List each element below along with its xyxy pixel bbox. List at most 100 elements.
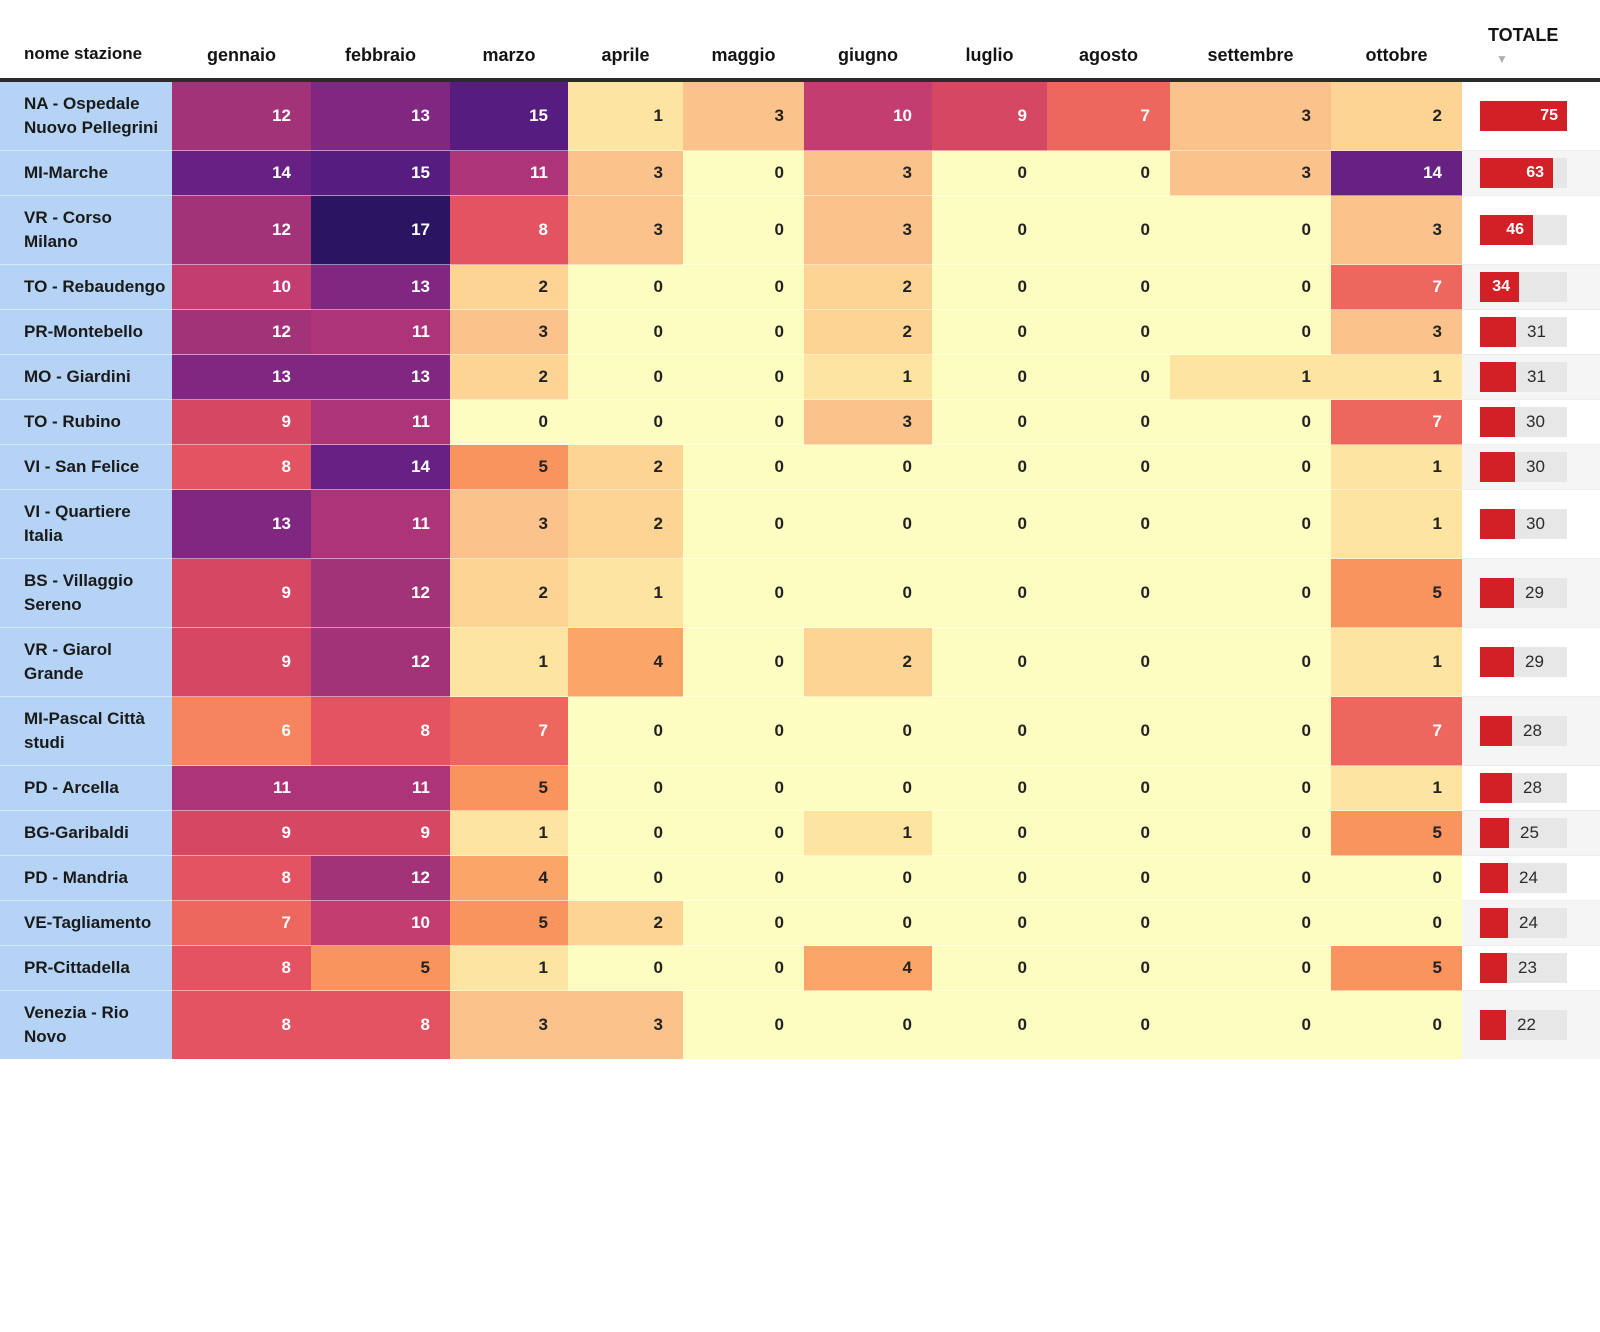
heatmap-cell-giugno: 10 <box>804 79 932 151</box>
heatmap-cell-gennaio: 6 <box>172 696 311 766</box>
totale-cell: 28 <box>1462 696 1600 766</box>
month-header-ottobre[interactable]: ottobre <box>1331 0 1462 82</box>
heatmap-cell-febbraio: 8 <box>311 696 450 766</box>
heatmap-cell-ottobre: 3 <box>1331 195 1462 265</box>
heatmap-cell-aprile: 3 <box>568 990 683 1059</box>
totale-cell: 46 <box>1462 195 1600 265</box>
heatmap-cell-ottobre: 5 <box>1331 810 1462 856</box>
heatmap-cell-ottobre: 1 <box>1331 489 1462 559</box>
heatmap-cell-giugno: 3 <box>804 150 932 196</box>
heatmap-cell-aprile: 3 <box>568 150 683 196</box>
total-bar <box>1480 647 1514 677</box>
heatmap-cell-luglio: 0 <box>932 489 1047 559</box>
heatmap-cell-febbraio: 13 <box>311 264 450 310</box>
totale-cell: 31 <box>1462 354 1600 400</box>
month-header-settembre[interactable]: settembre <box>1170 0 1331 82</box>
heatmap-cell-settembre: 0 <box>1170 765 1331 811</box>
totale-cell: 30 <box>1462 444 1600 490</box>
month-header-aprile[interactable]: aprile <box>568 0 683 82</box>
total-bar: 63 <box>1480 158 1553 188</box>
totale-cell: 28 <box>1462 765 1600 811</box>
table-row: BS - Villaggio Sereno 9 12 2 1 0 0 0 0 0 5 29 <box>0 558 1600 628</box>
station-name-cell: BS - Villaggio Sereno <box>0 558 172 628</box>
total-bar-track: 23 <box>1480 953 1567 983</box>
table-row: TO - Rubino 9 11 0 0 0 3 0 0 0 7 30 <box>0 399 1600 445</box>
heatmap-cell-giugno: 0 <box>804 855 932 901</box>
total-value-label: 31 <box>1527 322 1546 341</box>
month-header-febbraio[interactable]: febbraio <box>311 0 450 82</box>
heatmap-cell-settembre: 0 <box>1170 627 1331 697</box>
total-bar-track: 29 <box>1480 578 1567 608</box>
totale-cell: 30 <box>1462 399 1600 445</box>
total-value-label: 29 <box>1525 652 1544 671</box>
heatmap-cell-marzo: 0 <box>450 399 568 445</box>
month-header-maggio[interactable]: maggio <box>683 0 804 82</box>
station-name-cell: TO - Rubino <box>0 399 172 445</box>
station-name-cell: PD - Arcella <box>0 765 172 811</box>
total-value-label: 22 <box>1517 1015 1536 1034</box>
heatmap-cell-maggio: 0 <box>683 195 804 265</box>
heatmap-cell-marzo: 1 <box>450 810 568 856</box>
total-bar <box>1480 578 1514 608</box>
heatmap-cell-marzo: 2 <box>450 264 568 310</box>
totale-cell: 63 <box>1462 150 1600 196</box>
heatmap-cell-agosto: 0 <box>1047 444 1170 490</box>
table-row: Venezia - Rio Novo 8 8 3 3 0 0 0 0 0 0 22 <box>0 990 1600 1059</box>
totale-cell: 31 <box>1462 309 1600 355</box>
total-value-label: 34 <box>1492 278 1510 295</box>
month-header-luglio[interactable]: luglio <box>932 0 1047 82</box>
month-header-agosto[interactable]: agosto <box>1047 0 1170 82</box>
month-header-marzo[interactable]: marzo <box>450 0 568 82</box>
heatmap-cell-aprile: 0 <box>568 264 683 310</box>
table-row: PD - Mandria 8 12 4 0 0 0 0 0 0 0 24 <box>0 855 1600 901</box>
station-column-header[interactable]: nome stazione <box>0 0 172 82</box>
table-row: PR-Cittadella 8 5 1 0 0 4 0 0 0 5 23 <box>0 945 1600 991</box>
heatmap-cell-agosto: 0 <box>1047 765 1170 811</box>
heatmap-cell-aprile: 2 <box>568 900 683 946</box>
total-bar <box>1480 953 1507 983</box>
totale-cell: 22 <box>1462 990 1600 1059</box>
month-header-giugno[interactable]: giugno <box>804 0 932 82</box>
heatmap-cell-settembre: 0 <box>1170 558 1331 628</box>
totale-cell: 30 <box>1462 489 1600 559</box>
heatmap-cell-maggio: 0 <box>683 627 804 697</box>
total-bar-track: 75 <box>1480 101 1567 131</box>
heatmap-cell-marzo: 7 <box>450 696 568 766</box>
total-bar <box>1480 818 1509 848</box>
heatmap-cell-giugno: 2 <box>804 627 932 697</box>
totale-cell: 29 <box>1462 627 1600 697</box>
heatmap-cell-febbraio: 13 <box>311 79 450 151</box>
total-bar-track: 28 <box>1480 773 1567 803</box>
month-header-gennaio[interactable]: gennaio <box>172 0 311 82</box>
heatmap-cell-marzo: 11 <box>450 150 568 196</box>
heatmap-cell-maggio: 0 <box>683 765 804 811</box>
sort-desc-icon: ▼ <box>1496 52 1508 66</box>
totale-cell: 24 <box>1462 855 1600 901</box>
heatmap-cell-ottobre: 3 <box>1331 309 1462 355</box>
table-body: NA - Ospedale Nuovo Pellegrini 12 13 15 1 3 10… <box>0 79 1600 1059</box>
total-value-label: 31 <box>1527 367 1546 386</box>
table-row: TO - Rebaudengo 10 13 2 0 0 2 0 0 0 7 34 <box>0 264 1600 310</box>
heatmap-cell-ottobre: 1 <box>1331 765 1462 811</box>
total-bar-track: 24 <box>1480 908 1567 938</box>
total-bar-track: 34 <box>1480 272 1567 302</box>
table-row: VE-Tagliamento 7 10 5 2 0 0 0 0 0 0 24 <box>0 900 1600 946</box>
heatmap-cell-giugno: 0 <box>804 990 932 1059</box>
totale-column-header[interactable]: TOTALE ▼ <box>1462 0 1600 82</box>
heatmap-cell-maggio: 0 <box>683 810 804 856</box>
heatmap-cell-agosto: 0 <box>1047 990 1170 1059</box>
heatmap-cell-aprile: 0 <box>568 810 683 856</box>
total-bar: 34 <box>1480 272 1519 302</box>
total-bar <box>1480 317 1516 347</box>
heatmap-cell-febbraio: 12 <box>311 558 450 628</box>
heatmap-cell-febbraio: 12 <box>311 627 450 697</box>
heatmap-cell-settembre: 0 <box>1170 489 1331 559</box>
total-bar-track: 28 <box>1480 716 1567 746</box>
total-value-label: 29 <box>1525 583 1544 602</box>
station-name-cell: TO - Rebaudengo <box>0 264 172 310</box>
heatmap-cell-giugno: 1 <box>804 810 932 856</box>
heatmap-cell-maggio: 0 <box>683 945 804 991</box>
heatmap-cell-gennaio: 12 <box>172 309 311 355</box>
heatmap-cell-ottobre: 7 <box>1331 696 1462 766</box>
total-bar: 75 <box>1480 101 1567 131</box>
